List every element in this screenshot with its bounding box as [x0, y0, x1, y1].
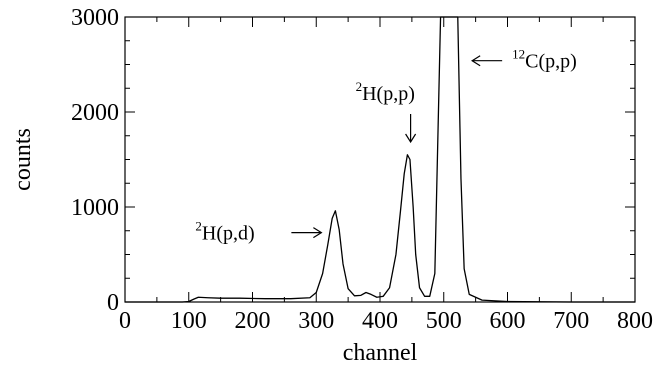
x-axis-title: channel — [343, 340, 418, 366]
annotation-2h-pd: 2H(p,d) — [195, 219, 254, 245]
x-tick-label: 300 — [298, 308, 334, 334]
y-tick-label: 1000 — [71, 195, 119, 221]
y-axis-title: counts — [10, 128, 36, 191]
x-tick-label: 100 — [171, 308, 207, 334]
arrow-right-icon — [291, 227, 323, 239]
annotation-text: C(p,p) — [525, 51, 577, 73]
x-tick-label: 200 — [235, 308, 271, 334]
x-tick-label: 0 — [119, 308, 131, 334]
annotation-text: H(p,p) — [362, 83, 415, 105]
x-tick-label: 500 — [426, 308, 462, 334]
annotation-sup: 2 — [195, 219, 202, 234]
x-tick-label: 800 — [617, 308, 653, 334]
x-tick-label: 600 — [490, 308, 526, 334]
arrow-down-icon — [405, 114, 417, 144]
arrow-left-icon — [471, 55, 503, 67]
tick-labels: 0 100 200 300 400 500 600 700 800 0 1000 2000 3000 — [71, 5, 653, 334]
annotation-12c-pp: 12C(p,p) — [512, 47, 577, 73]
annotation-sup: 2 — [356, 79, 363, 94]
annotation-sup: 12 — [512, 47, 525, 62]
y-tick-label: 3000 — [71, 5, 119, 31]
y-tick-label: 2000 — [71, 100, 119, 126]
y-tick-label: 0 — [107, 290, 119, 316]
x-tick-label: 700 — [553, 308, 589, 334]
annotation-2h-pp: 2H(p,p) — [356, 79, 415, 105]
plot-frame — [124, 16, 636, 303]
annotation-text: H(p,d) — [202, 223, 255, 245]
x-tick-label: 400 — [362, 308, 398, 334]
